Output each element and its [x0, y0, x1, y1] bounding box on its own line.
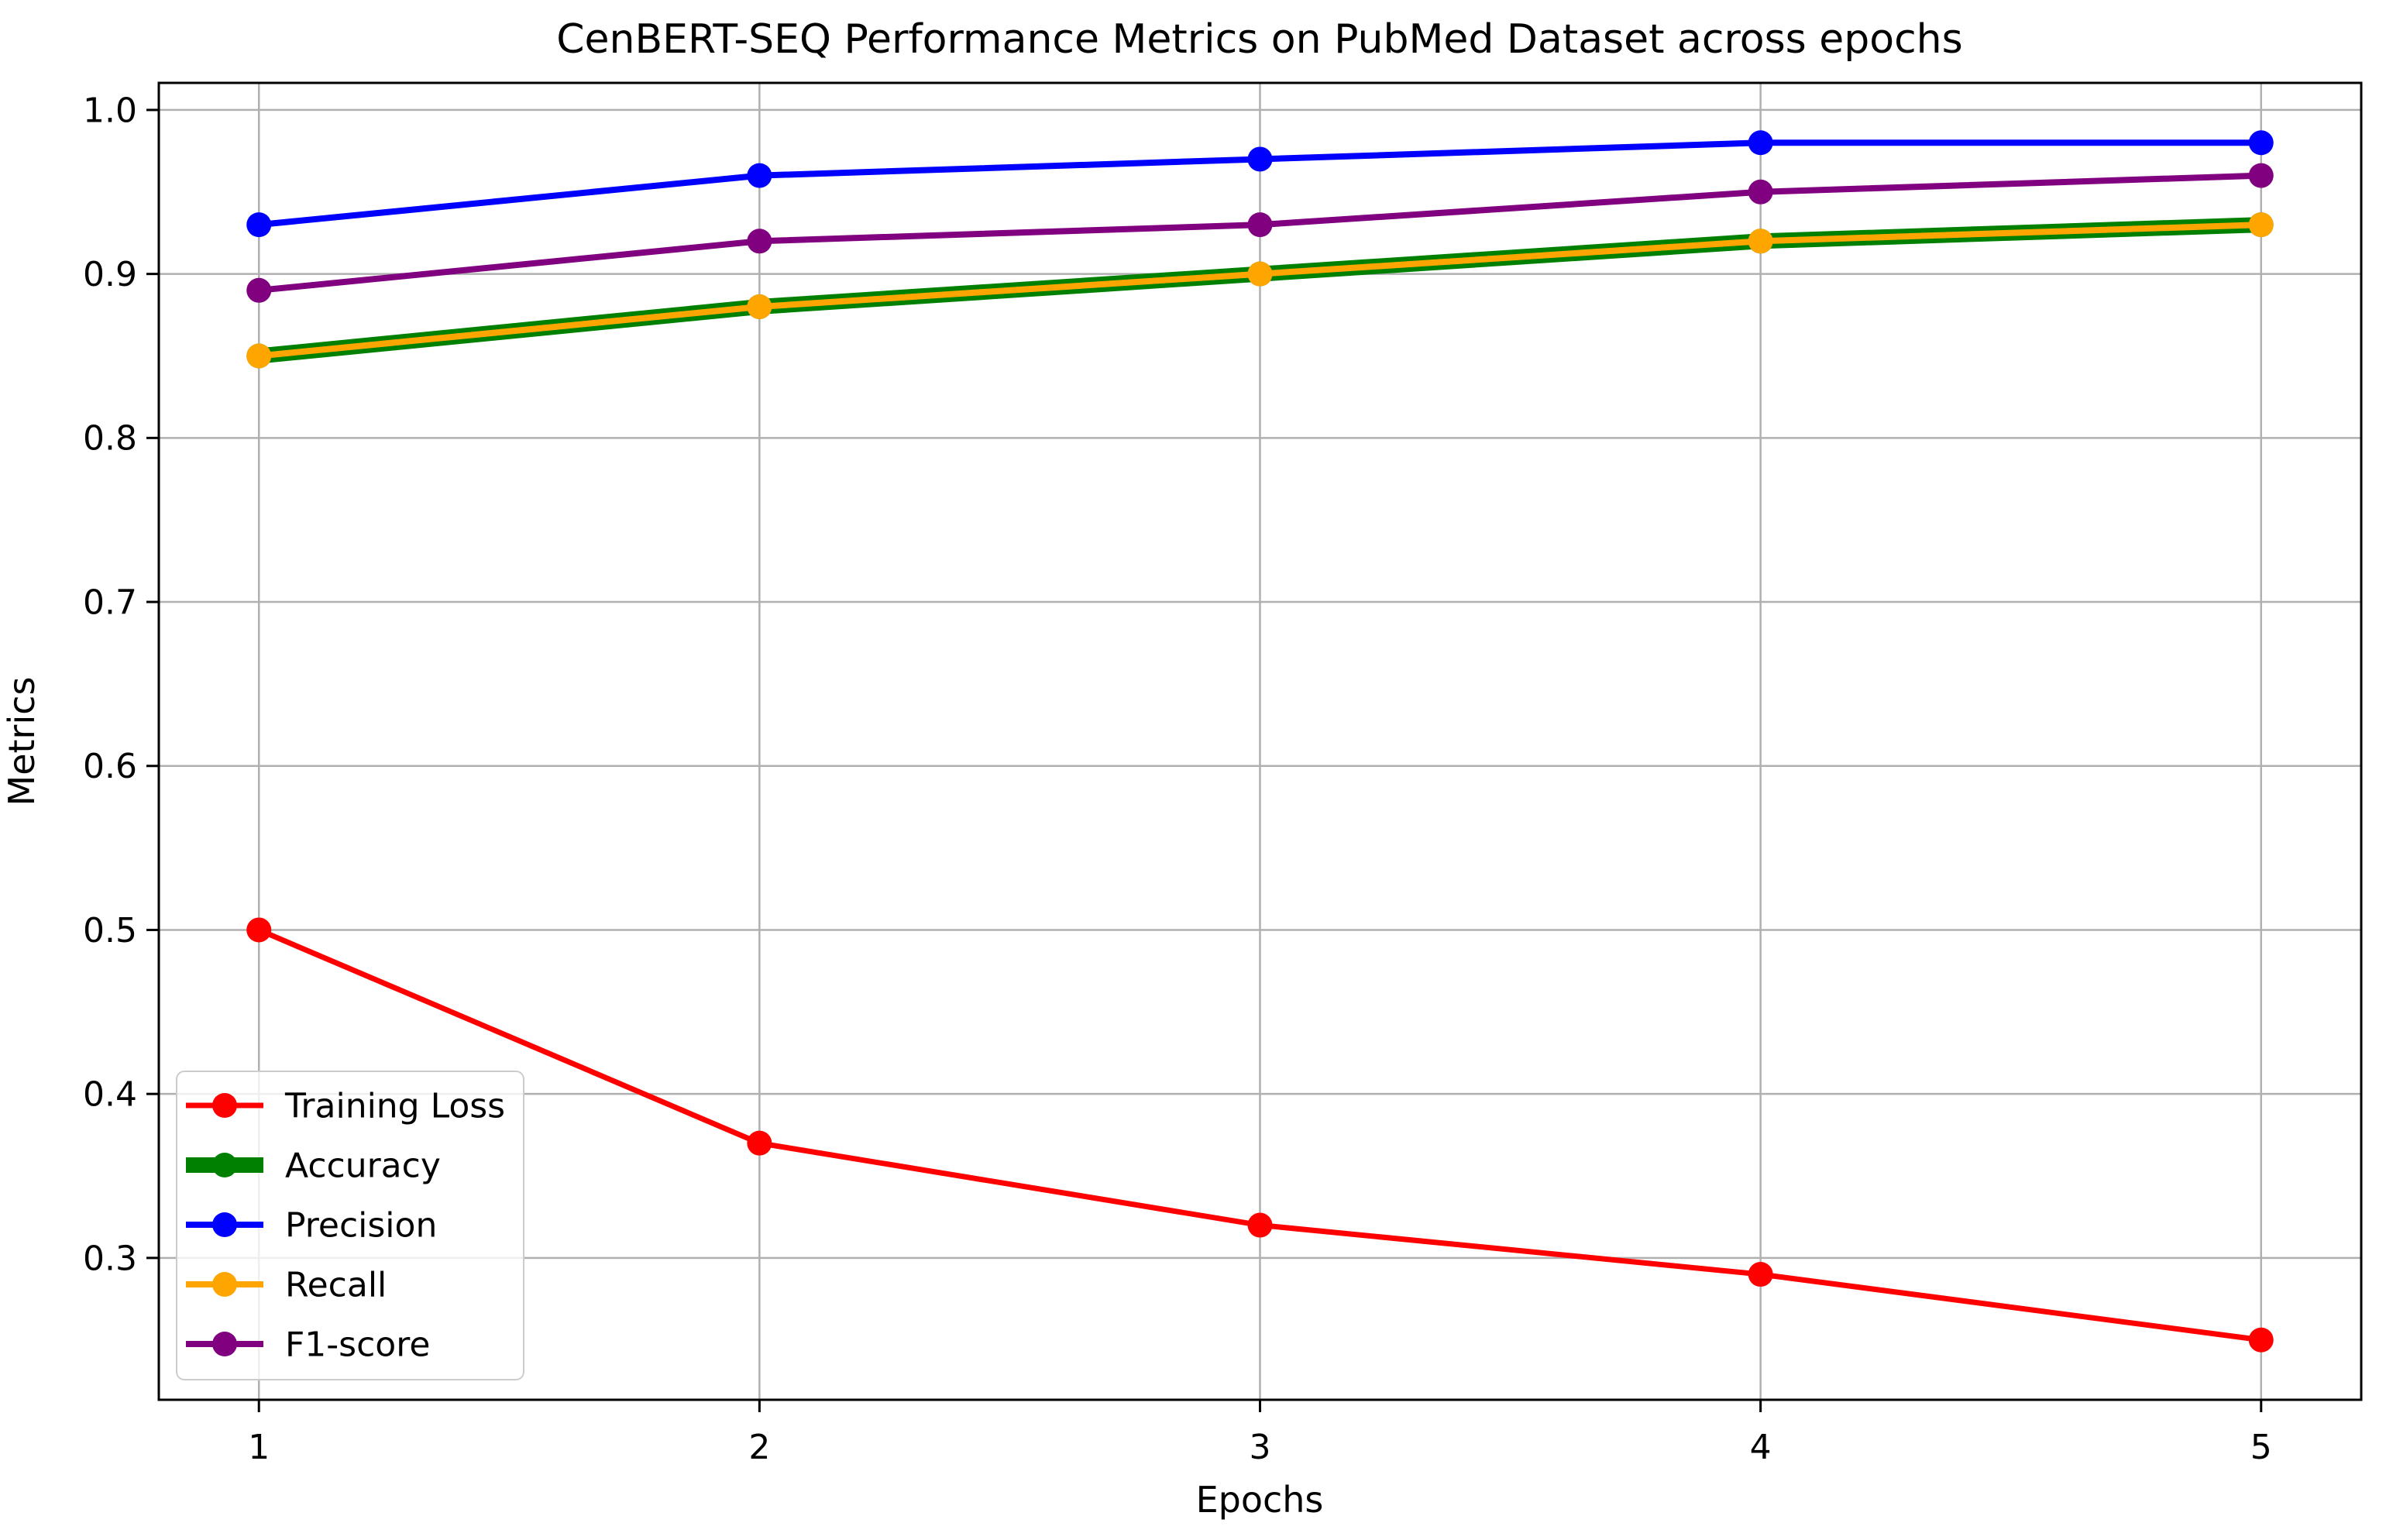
series-layer: [246, 130, 2274, 1353]
data-point-marker: [747, 163, 772, 188]
x-tick-label: 5: [2250, 1428, 2272, 1467]
legend-entry-label: Training Loss: [284, 1086, 505, 1126]
legend-swatch-marker: [212, 1332, 237, 1356]
y-tick-label: 1.0: [83, 91, 137, 130]
data-point-marker: [1247, 212, 1273, 238]
y-tick-label: 0.3: [83, 1239, 137, 1278]
data-point-marker: [747, 229, 772, 254]
data-point-marker: [2248, 130, 2274, 156]
series-training-loss: [246, 917, 2274, 1353]
series-recall: [246, 212, 2274, 369]
y-tick-label: 0.6: [83, 747, 137, 786]
chart-title: CenBERT-SEQ Performance Metrics on PubMe…: [556, 16, 1962, 63]
data-point-marker: [1748, 229, 1773, 254]
legend: Training Loss Accuracy Precision Recall F1-s…: [176, 1071, 524, 1380]
legend-swatch-marker: [212, 1093, 237, 1118]
y-tick-label: 0.5: [83, 911, 137, 950]
data-point-marker: [1247, 261, 1273, 287]
y-tick-label: 0.9: [83, 255, 137, 294]
legend-entry: Training Loss: [186, 1086, 505, 1126]
data-point-marker: [1748, 179, 1773, 205]
data-point-marker: [1247, 146, 1273, 172]
x-axis-label: Epochs: [1196, 1479, 1324, 1521]
legend-entry: Precision: [186, 1205, 437, 1245]
data-point-marker: [246, 277, 272, 303]
x-tick-label: 4: [1750, 1428, 1772, 1467]
legend-entry: F1-score: [186, 1325, 430, 1364]
data-point-marker: [747, 294, 772, 319]
legend-entry-label: Recall: [285, 1265, 387, 1305]
data-point-marker: [1748, 130, 1773, 156]
legend-entry: Accuracy: [186, 1146, 441, 1185]
data-point-marker: [2248, 1327, 2274, 1353]
legend-entry: Recall: [186, 1265, 387, 1305]
x-tick-label: 3: [1250, 1428, 1271, 1467]
series-f1-score: [246, 163, 2274, 303]
legend-swatch-marker: [212, 1153, 237, 1177]
data-point-marker: [2248, 212, 2274, 238]
legend-entry-label: Accuracy: [285, 1146, 441, 1185]
x-tick-label: 2: [748, 1428, 770, 1467]
data-point-marker: [1247, 1212, 1273, 1238]
data-point-marker: [747, 1130, 772, 1156]
legend-swatch-marker: [212, 1212, 237, 1237]
legend-entry-label: F1-score: [285, 1325, 430, 1364]
legend-box: [176, 1071, 524, 1380]
legend-entry-label: Precision: [285, 1205, 437, 1245]
data-point-marker: [2248, 163, 2274, 188]
data-point-marker: [246, 343, 272, 369]
y-axis-label: Metrics: [1, 677, 43, 806]
axis-ticks: 0.3 0.4 0.5 0.6 0.7 0.8 0.9 1.0 1 2 3 4 5: [83, 91, 2272, 1467]
legend-swatch-marker: [212, 1272, 237, 1297]
data-point-marker: [246, 917, 272, 943]
y-tick-label: 0.8: [83, 419, 137, 459]
x-tick-label: 1: [248, 1428, 270, 1467]
y-tick-label: 0.7: [83, 583, 137, 622]
series-precision: [246, 130, 2274, 238]
data-point-marker: [246, 212, 272, 238]
y-tick-label: 0.4: [83, 1075, 137, 1115]
data-point-marker: [1748, 1262, 1773, 1287]
